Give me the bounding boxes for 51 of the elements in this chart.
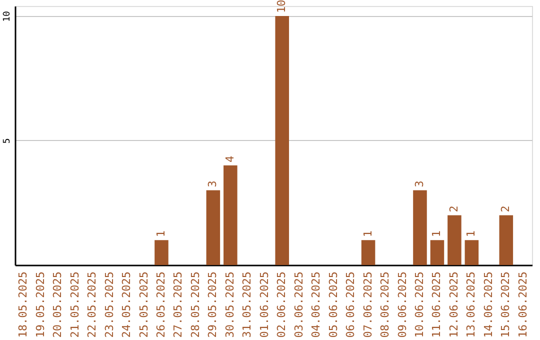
x-tick-label: 26.05.2025 [154,272,168,338]
data-label: 1 [361,230,374,238]
bar [430,240,444,265]
bar [206,190,220,265]
x-tick-label: 07.06.2025 [361,272,374,338]
data-label: 1 [154,230,168,238]
x-tick-label: 25.05.2025 [137,272,150,338]
x-tick-label: 24.05.2025 [120,272,134,338]
y-tick-label: 5 [2,138,12,144]
x-tick-label: 15.06.2025 [499,272,512,338]
x-tick-label: 08.06.2025 [378,272,392,338]
bar [499,215,514,265]
data-label: 1 [430,230,444,238]
bar [361,240,376,265]
data-label: 3 [412,180,426,188]
x-tick-label: 28.05.2025 [188,272,202,338]
x-tick-label: 04.06.2025 [310,272,323,338]
x-tick-label: 20.05.2025 [51,272,64,338]
x-tick-label: 01.06.2025 [258,272,271,338]
bar [448,215,462,265]
x-tick-label: 29.05.2025 [206,272,220,338]
x-tick-label: 03.06.2025 [292,272,306,338]
x-tick-label: 27.05.2025 [172,272,185,338]
x-tick-label: 19.05.2025 [34,272,47,338]
x-tick-label: 02.06.2025 [275,272,288,338]
x-tick-label: 16.06.2025 [516,272,530,338]
x-tick-label: 11.06.2025 [430,272,444,338]
x-tick-label: 31.05.2025 [240,272,254,338]
data-label: 4 [223,155,236,162]
data-label: 10 [275,0,288,13]
x-tick-label: 21.05.2025 [68,272,82,338]
bar [275,16,290,265]
bar [224,165,238,265]
x-tick-label: 22.05.2025 [86,272,99,338]
data-label: 3 [206,180,220,188]
x-tick-label: 23.05.2025 [102,272,116,338]
data-label: 2 [499,206,512,212]
bar [464,240,479,265]
x-tick-label: 10.06.2025 [412,272,426,338]
x-tick-label: 06.06.2025 [344,272,358,338]
x-tick-label: 30.05.2025 [223,272,236,338]
x-tick-label: 05.06.2025 [326,272,340,338]
data-label: 2 [447,206,460,212]
bar [154,240,168,265]
x-tick-label: 09.06.2025 [396,272,409,338]
data-label: 1 [464,230,478,238]
x-tick-label: 12.06.2025 [447,272,460,338]
x-tick-label: 13.06.2025 [464,272,478,338]
x-tick-label: 18.05.2025 [16,272,30,338]
bar [413,190,427,265]
x-tick-label: 14.06.2025 [482,272,495,338]
